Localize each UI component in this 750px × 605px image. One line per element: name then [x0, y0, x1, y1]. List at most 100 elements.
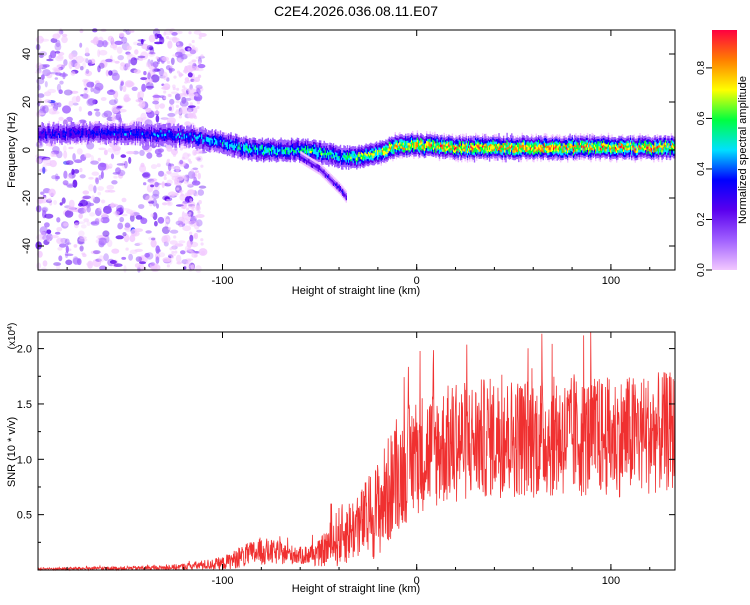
ridge-cell	[50, 140, 53, 144]
ridge-cell	[287, 146, 289, 150]
ridge-cell	[91, 136, 93, 140]
ridge-cell	[398, 152, 400, 156]
noise-blob	[79, 236, 87, 239]
ridge-cell	[357, 165, 359, 169]
ridge-cell	[134, 138, 137, 141]
ridge-cell	[223, 144, 225, 148]
ridge-cell	[477, 140, 479, 143]
ridge-cell	[135, 133, 138, 136]
ridge-cell	[170, 126, 173, 129]
ridge-cell	[95, 120, 97, 124]
noise-blob	[139, 149, 145, 156]
ridge-cell	[367, 163, 370, 167]
ridge-cell	[210, 142, 212, 145]
ridge-cell	[366, 146, 368, 150]
ridge-cell	[423, 138, 426, 142]
ridge-cell	[297, 152, 300, 155]
ridge-cell	[514, 152, 516, 156]
ridge-cell	[426, 150, 428, 153]
ridge-cell	[200, 136, 202, 140]
ridge-cell	[525, 149, 527, 153]
ridge-cell	[365, 155, 367, 159]
ridge-cell	[436, 134, 438, 137]
ridge-cell	[303, 150, 306, 153]
ridge-cell	[501, 150, 504, 153]
ridge-cell	[124, 137, 126, 141]
ridge-cell	[482, 150, 484, 153]
ridge-cell	[541, 137, 543, 140]
ridge-cell	[348, 167, 350, 170]
ridge-cell	[144, 133, 146, 137]
ridge-cell	[393, 139, 395, 143]
ridge-cell	[302, 138, 304, 141]
ridge-cell	[422, 151, 424, 155]
ridge-cell	[408, 135, 410, 138]
noise-blob	[125, 62, 131, 71]
ridge-cell	[491, 141, 493, 145]
ridge-cell	[209, 135, 211, 139]
ridge-cell	[68, 137, 70, 141]
noise-blob	[75, 95, 81, 103]
ridge-cell	[187, 144, 189, 148]
ridge-cell	[269, 146, 272, 149]
ridge-cell	[493, 134, 495, 137]
ridge-cell	[295, 139, 297, 142]
ridge-cell	[360, 144, 363, 148]
ridge-cell	[82, 132, 84, 136]
ridge-cell	[487, 143, 490, 147]
ridge-cell	[279, 148, 281, 152]
ridge-cell	[345, 152, 347, 156]
ridge-cell	[540, 147, 542, 150]
ridge-cell	[179, 128, 181, 131]
ridge-cell	[380, 158, 382, 161]
ridge-cell	[162, 123, 165, 127]
ridge-cell	[145, 134, 147, 138]
ridge-cell	[300, 142, 302, 146]
ridge-cell	[61, 130, 63, 134]
ridge-cell	[253, 156, 255, 160]
noise-blob	[195, 156, 199, 160]
ridge-cell	[353, 158, 356, 161]
ridge-cell	[504, 138, 506, 141]
ridge-cell	[433, 137, 435, 141]
ridge-cell	[334, 162, 336, 165]
ridge-cell	[285, 156, 287, 160]
ridge-cell	[335, 161, 337, 165]
ridge-cell	[117, 140, 119, 144]
ridge-cell	[509, 149, 512, 152]
ridge-cell	[381, 157, 384, 160]
noise-blob	[194, 66, 199, 70]
ridge-cell	[229, 139, 231, 142]
ridge-cell	[119, 123, 121, 126]
ridge-cell	[230, 146, 232, 150]
ridge-cell	[97, 125, 99, 129]
ridge-cell	[138, 123, 140, 127]
ridge-cell	[472, 150, 474, 153]
ridge-cell	[528, 144, 530, 148]
ridge-cell	[62, 132, 64, 135]
ridge-cell	[73, 122, 75, 125]
ridge-cell	[224, 142, 226, 145]
ridge-cell	[107, 131, 110, 135]
ridge-cell	[483, 142, 485, 145]
ridge-cell	[216, 130, 218, 134]
ridge-cell	[135, 138, 138, 141]
noise-blob	[90, 87, 94, 93]
noise-blob	[189, 198, 193, 202]
ridge-cell	[53, 136, 55, 139]
ridge-cell	[272, 152, 274, 155]
ridge-cell	[341, 155, 343, 158]
noise-blob	[93, 185, 97, 194]
noise-blob	[100, 59, 108, 68]
ridge-cell	[299, 155, 301, 158]
ridge-cell	[191, 126, 194, 129]
ridge-cell	[495, 151, 498, 154]
ridge-cell	[328, 154, 330, 158]
ridge-cell	[445, 143, 448, 147]
noise-blob	[194, 254, 198, 258]
noise-blob	[70, 71, 76, 76]
ridge-cell	[468, 155, 470, 158]
ridge-cell	[183, 131, 186, 134]
ridge-cell	[389, 154, 392, 157]
ridge-cell	[224, 144, 226, 148]
